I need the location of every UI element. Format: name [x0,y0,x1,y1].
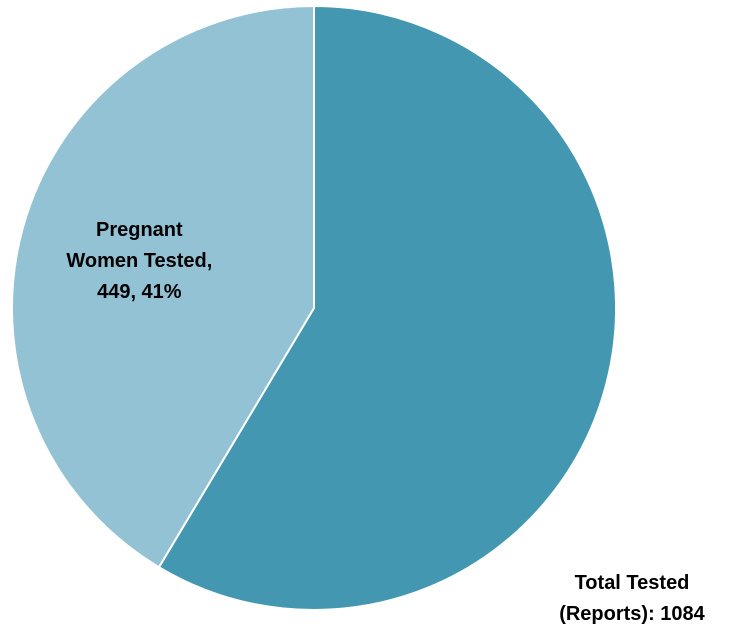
total-tested-line-2: (Reports): 1084 [559,603,705,625]
total-tested-label: Total Tested (Reports): 1084 [520,568,744,630]
pie-slice-label-line: 449, 41% [97,281,182,303]
pie-slice-0 [157,4,617,611]
pie-slice-label-1: Pregnant Women Tested, 449, 41% [66,219,212,303]
pie-slice-label-line: Pregnant [96,219,183,241]
total-tested-line-1: Total Tested [574,572,690,594]
pie-slice-label-line: Women Tested, [66,250,212,272]
pie-slice-1 [11,4,315,569]
